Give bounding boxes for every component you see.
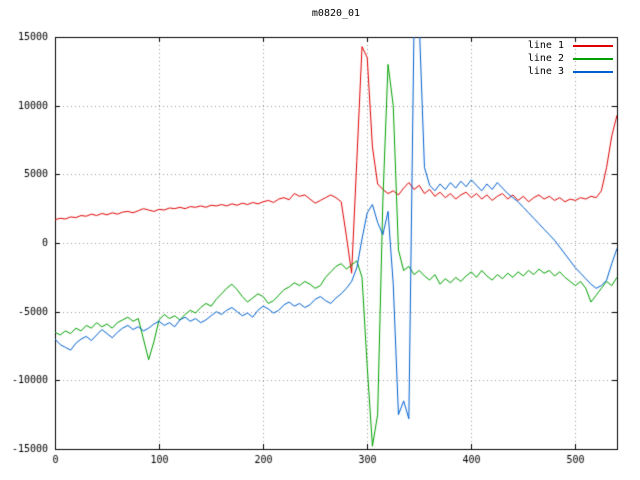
legend: line 1 line 2 line 3 (528, 41, 613, 77)
legend-label: line 1 (527, 40, 564, 51)
chart-title: m0820_01 (311, 8, 361, 19)
legend-line-sample (573, 58, 613, 60)
legend-item: line 3 (528, 67, 613, 77)
legend-line-sample (573, 45, 613, 47)
legend-item: line 2 (528, 54, 613, 64)
legend-line-sample (573, 71, 613, 73)
legend-item: line 1 (528, 41, 613, 51)
legend-label: line 2 (527, 53, 564, 64)
legend-label: line 3 (527, 66, 564, 77)
